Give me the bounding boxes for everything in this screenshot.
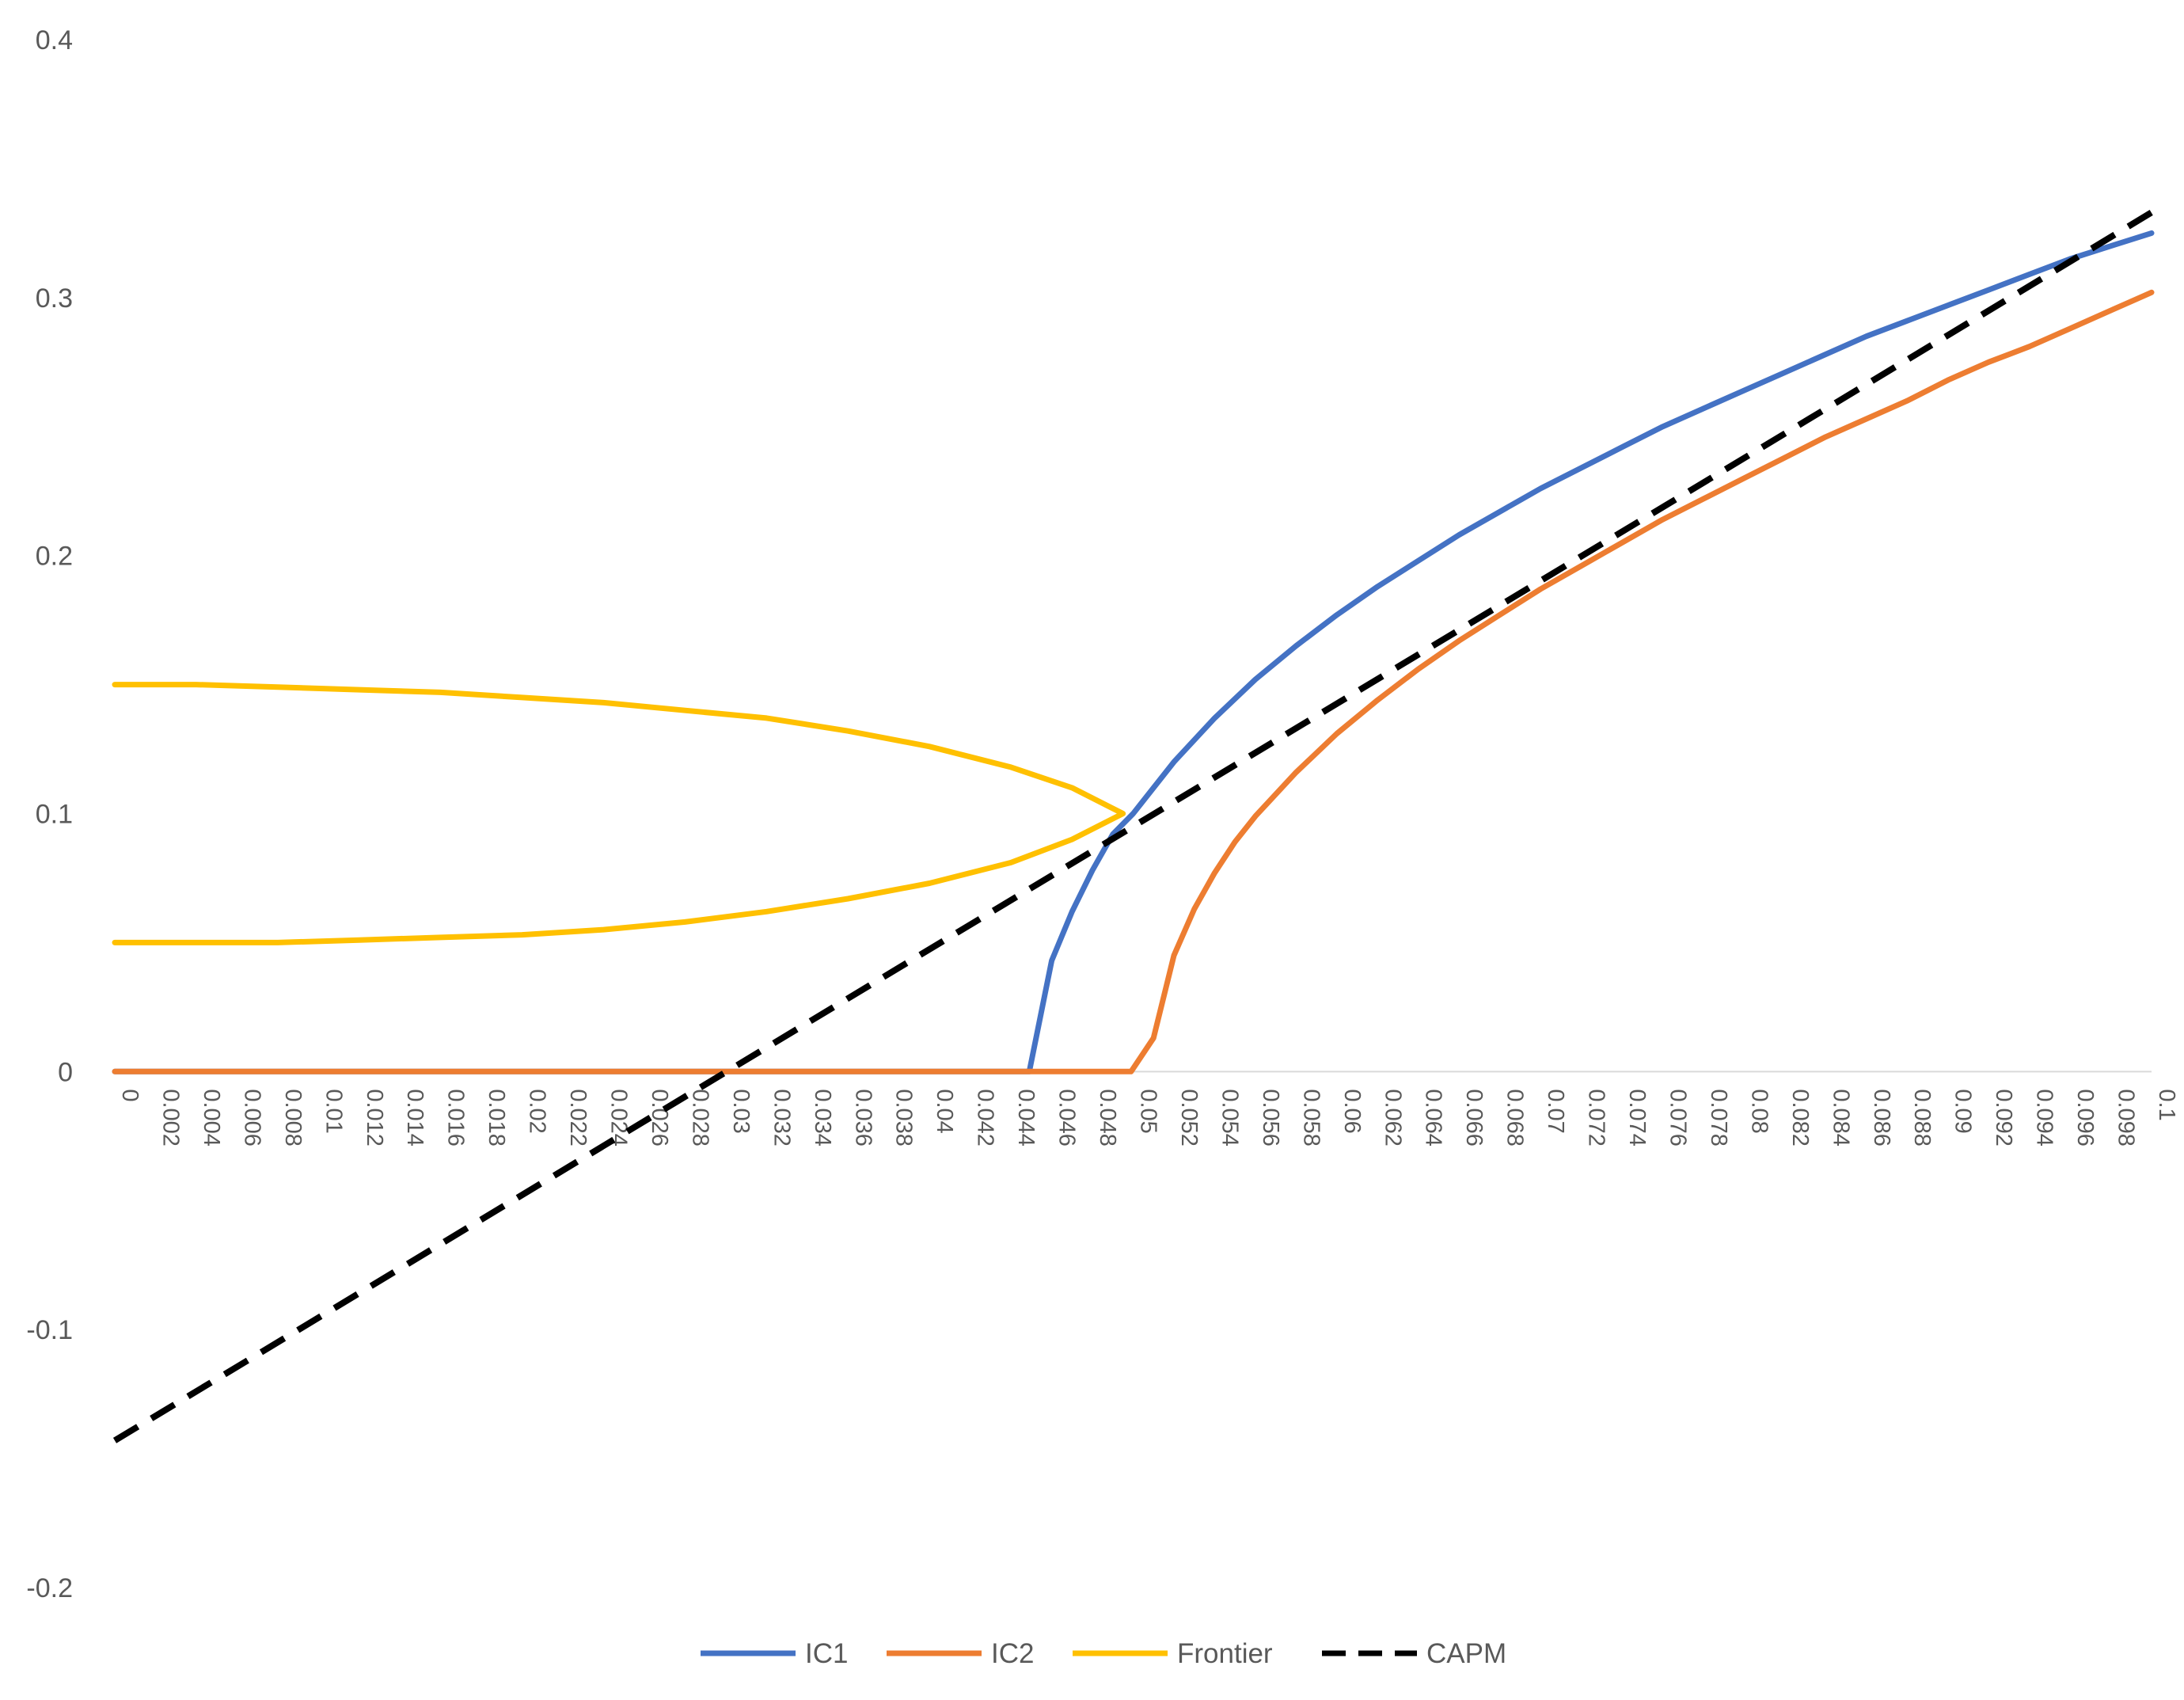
x-tick-label: 0.066 [1461, 1089, 1487, 1147]
series-line-ic1 [112, 230, 2155, 1074]
x-tick-label: 0.01 [321, 1089, 346, 1133]
series-line-ic2 [112, 289, 2155, 1074]
x-tick-label: 0.036 [850, 1089, 875, 1147]
x-tick-label: 0.016 [443, 1089, 469, 1147]
legend: IC1 IC2 Frontier CAPM [701, 1638, 1506, 1669]
y-tick-label: 0.2 [36, 542, 73, 572]
x-tick-label: 0.068 [1502, 1089, 1528, 1147]
x-tick-label: 0.08 [1746, 1089, 1772, 1133]
y-axis: 0.4 0.3 0.2 0.1 0 -0.1 -0.2 [26, 25, 73, 1603]
x-tick-label: 0.09 [1950, 1089, 1976, 1133]
x-tick-label: 0.076 [1665, 1089, 1690, 1147]
x-tick-label: 0.052 [1176, 1089, 1202, 1147]
legend-label-ic1: IC1 [805, 1638, 848, 1669]
x-tick-label: 0 [117, 1089, 142, 1101]
x-tick-label: 0.022 [565, 1089, 591, 1147]
y-tick-label: -0.2 [26, 1573, 73, 1603]
x-tick-label: 0.006 [239, 1089, 264, 1147]
x-tick-label: 0.074 [1624, 1089, 1650, 1147]
x-tick-label: 0.058 [1298, 1089, 1324, 1147]
x-tick-label: 0.002 [158, 1089, 183, 1147]
x-tick-label: 0.064 [1421, 1089, 1446, 1147]
x-tick-label: 0.084 [1828, 1089, 1853, 1147]
x-tick-label: 0.026 [647, 1089, 672, 1147]
x-tick-label: 0.008 [280, 1089, 306, 1147]
x-tick-label: 0.056 [1258, 1089, 1283, 1147]
y-tick-label: -0.1 [26, 1315, 73, 1345]
plot-area [112, 209, 2155, 1443]
x-tick-label: 0.078 [1706, 1089, 1731, 1147]
x-tick-label: 0.054 [1217, 1089, 1242, 1147]
x-tick-label: 0.012 [362, 1089, 387, 1147]
x-tick-label: 0.05 [1136, 1089, 1161, 1133]
x-tick-label: 0.02 [525, 1089, 550, 1133]
x-tick-label: 0.086 [1869, 1089, 1894, 1147]
x-tick-label: 0.096 [2072, 1089, 2098, 1147]
x-tick-label: 0.094 [2032, 1089, 2057, 1147]
x-tick-label: 0.018 [484, 1089, 509, 1147]
x-tick-label: 0.092 [1991, 1089, 2016, 1147]
x-tick-label: 0.028 [687, 1089, 712, 1147]
series-line-frontier [112, 682, 1126, 945]
x-tick-label: 0.07 [1543, 1089, 1568, 1133]
x-tick-label: 0.044 [1013, 1089, 1039, 1147]
x-tick-label: 0.04 [932, 1089, 957, 1133]
x-tick-label: 0.042 [973, 1089, 998, 1147]
x-axis: 0 0.002 0.004 0.006 0.008 0.01 0.012 0.014 0.016… [115, 1071, 2179, 1147]
x-tick-label: 0.072 [1584, 1089, 1609, 1147]
series-line-capm [112, 209, 2154, 1443]
x-tick-label: 0.1 [2154, 1089, 2179, 1120]
x-tick-label: 0.062 [1380, 1089, 1405, 1147]
x-tick-label: 0.046 [1054, 1089, 1080, 1147]
x-tick-label: 0.048 [1095, 1089, 1120, 1147]
x-tick-label: 0.032 [769, 1089, 794, 1147]
x-tick-label: 0.034 [810, 1089, 835, 1147]
x-tick-label: 0.088 [1909, 1089, 1935, 1147]
legend-label-capm: CAPM [1426, 1638, 1506, 1669]
x-tick-label: 0.06 [1339, 1089, 1365, 1133]
x-tick-label: 0.038 [891, 1089, 917, 1147]
x-tick-label: 0.004 [199, 1089, 224, 1147]
legend-label-ic2: IC2 [991, 1638, 1034, 1669]
x-tick-label: 0.082 [1787, 1089, 1813, 1147]
x-tick-label: 0.014 [402, 1089, 427, 1147]
y-tick-label: 0.4 [36, 25, 73, 55]
x-tick-label: 0.024 [606, 1089, 632, 1147]
y-tick-label: 0.3 [36, 283, 73, 314]
legend-label-frontier: Frontier [1177, 1638, 1273, 1669]
y-tick-label: 0 [58, 1057, 73, 1087]
x-tick-label: 0.098 [2114, 1089, 2139, 1147]
x-tick-label: 0.03 [728, 1089, 754, 1133]
y-tick-label: 0.1 [36, 800, 73, 830]
